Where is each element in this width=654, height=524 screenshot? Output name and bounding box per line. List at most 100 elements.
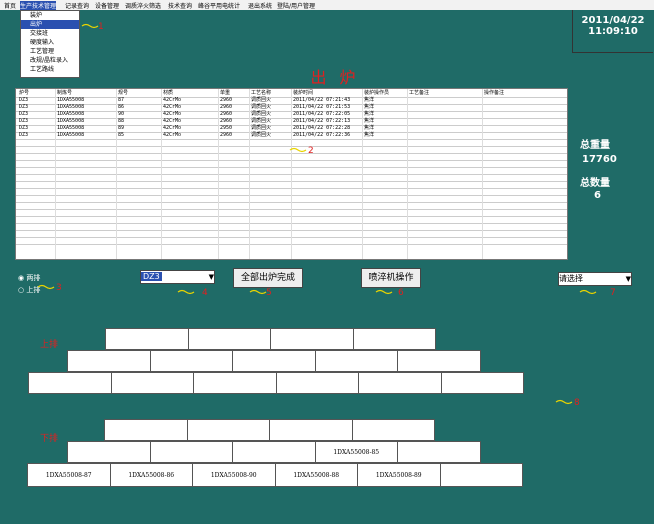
table-cell: DZ3 — [19, 104, 29, 110]
furnace-slot[interactable] — [28, 372, 112, 394]
annotation-number: 6 — [398, 288, 404, 298]
quench-button[interactable]: 喷淬机操作 — [361, 268, 421, 288]
dropdown-item[interactable]: 改规/晶粒录入 — [30, 57, 69, 64]
menu-item[interactable]: 记录查询 — [65, 3, 90, 10]
column-line — [362, 89, 363, 259]
arrow — [579, 289, 597, 295]
table-cell: DZ3 — [19, 97, 29, 103]
weight-value: 17760 — [582, 154, 617, 165]
dropdown-item[interactable]: 交接班 — [30, 30, 49, 37]
table-cell: 85 — [118, 132, 125, 138]
column-line — [55, 89, 56, 259]
page-title: 出 炉 — [310, 68, 360, 87]
table-cell: 42CrMo — [163, 118, 182, 124]
table-cell: 2011/04/22 07:21:53 — [293, 104, 351, 110]
radio[interactable]: ◉ 两排 — [18, 274, 41, 282]
menu-item[interactable]: 首页 — [4, 3, 17, 10]
lower-label: 下排 — [40, 434, 59, 444]
radio-label: 上排 — [26, 286, 41, 294]
furnace-slot[interactable] — [193, 372, 277, 394]
menu-item[interactable]: 调质淬火筛选 — [125, 3, 162, 10]
furnace-slot[interactable] — [314, 350, 398, 372]
furnace-slot[interactable] — [358, 372, 442, 394]
finish-button[interactable]: 全部出炉完成 — [233, 268, 303, 288]
furnace-slot[interactable]: 1DXA55008-85 — [314, 441, 398, 463]
table-cell: 2960 — [220, 111, 233, 117]
date: 2011/04/22 — [581, 15, 645, 26]
column-header: 规号 — [118, 90, 129, 96]
annotation-number: 8 — [574, 398, 580, 408]
furnace-slot[interactable] — [397, 441, 481, 463]
table-cell: 调质回火 — [251, 125, 272, 131]
dropdown-item[interactable]: 装炉 — [30, 12, 43, 19]
furnace-slot[interactable]: 1DXA55008-90 — [192, 463, 276, 487]
furnace-slot[interactable] — [187, 328, 271, 350]
menu-item[interactable]: 峰谷平用电统计 — [198, 3, 241, 10]
dropdown-item[interactable]: 硬度输入 — [30, 39, 55, 46]
radio-label: 两排 — [26, 274, 41, 282]
table-cell: DZ3 — [19, 111, 29, 117]
count-label: 总数量 — [580, 178, 610, 189]
furnace-slot[interactable] — [186, 419, 270, 441]
furnace-slot[interactable] — [270, 328, 354, 350]
furnace-select[interactable]: DZ3 ▼ — [140, 270, 215, 284]
furnace-slot[interactable]: 1DXA55008-87 — [27, 463, 111, 487]
table-cell: 1DXA55008 — [57, 97, 85, 103]
table-cell: 焦洋 — [364, 132, 375, 138]
furnace-slot[interactable]: 1DXA55008-86 — [109, 463, 193, 487]
furnace-slot[interactable] — [67, 441, 151, 463]
furnace-slot[interactable] — [67, 350, 151, 372]
column-line — [291, 89, 292, 259]
furnace-slot[interactable] — [440, 372, 524, 394]
table-cell: 2950 — [220, 125, 233, 131]
table-cell: 调质回火 — [251, 111, 272, 117]
menu-item[interactable]: 登陆/用户管理 — [277, 3, 316, 10]
furnace-slot[interactable] — [149, 350, 233, 372]
furnace-slot[interactable]: 1DXA55008-88 — [274, 463, 358, 487]
annotation-number: 4 — [202, 288, 208, 298]
furnace-slot[interactable] — [110, 372, 194, 394]
table-cell: 1DXA55008 — [57, 125, 85, 131]
menu-bar: 首页 生产技术管理 记录查询 设备管理 调质淬火筛选 技术查询 峰谷平用电统计 退出系统 登陆/… — [0, 0, 654, 10]
annotation-number: 5 — [266, 288, 272, 298]
count-value: 6 — [594, 190, 601, 201]
table-cell: 2011/04/22 07:22:13 — [293, 118, 351, 124]
table-cell: DZ3 — [19, 125, 29, 131]
furnace-slot[interactable] — [232, 441, 316, 463]
table-cell: 1DXA55008 — [57, 118, 85, 124]
furnace-slot[interactable] — [275, 372, 359, 394]
furnace-slot[interactable] — [352, 328, 436, 350]
table-cell: 42CrMo — [163, 111, 182, 117]
menu-item[interactable]: 技术查询 — [168, 3, 193, 10]
furnace-slot[interactable] — [269, 419, 353, 441]
table-cell: 87 — [118, 97, 125, 103]
option-select[interactable]: 请选择 ▼ — [558, 272, 632, 286]
dropdown-item[interactable]: 出炉 — [21, 20, 79, 29]
table-cell: DZ3 — [19, 132, 29, 138]
table-cell: 2960 — [220, 132, 233, 138]
menu-item[interactable]: 生产技术管理 — [20, 1, 57, 10]
select-value: DZ3 — [141, 272, 162, 281]
furnace-slot[interactable] — [351, 419, 435, 441]
annotation-number: 7 — [610, 288, 616, 298]
furnace-slot[interactable] — [232, 350, 316, 372]
furnace-slot[interactable] — [104, 419, 188, 441]
furnace-slot[interactable] — [149, 441, 233, 463]
column-line — [249, 89, 250, 259]
radio[interactable]: ○ 上排 — [18, 286, 41, 294]
dropdown-item[interactable]: 工艺路线 — [30, 66, 55, 73]
column-line — [407, 89, 408, 259]
menu-item[interactable]: 设备管理 — [95, 3, 120, 10]
furnace-slot[interactable] — [397, 350, 481, 372]
table-cell: 2960 — [220, 104, 233, 110]
table: 炉号 制炼号 规号 材质 单重 工艺名称 装炉时间 装炉操作员 工艺备注 操作备注 DZ3 1DXA5… — [15, 88, 568, 260]
column-line — [116, 89, 117, 259]
furnace-slot[interactable] — [105, 328, 189, 350]
table-cell: 2011/04/22 07:22:28 — [293, 125, 351, 131]
column-line — [218, 89, 219, 259]
menu-item[interactable]: 退出系统 — [248, 3, 273, 10]
furnace-slot[interactable] — [439, 463, 523, 487]
furnace-slot[interactable]: 1DXA55008-89 — [357, 463, 441, 487]
dropdown-item[interactable]: 工艺管理 — [30, 48, 55, 55]
